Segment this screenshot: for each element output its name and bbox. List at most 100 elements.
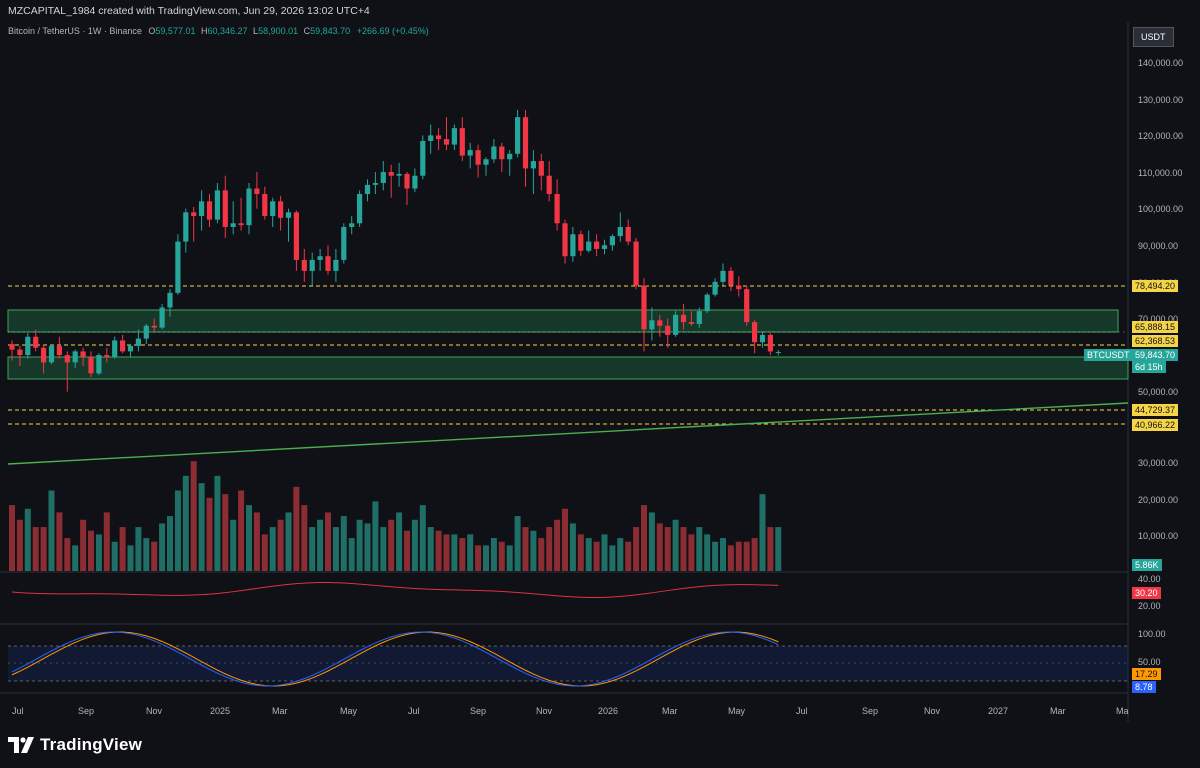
volume-bar (664, 527, 671, 571)
candle-body (183, 212, 189, 242)
volume-bar (648, 512, 655, 571)
volume-bar (119, 527, 126, 571)
volume-bar (388, 519, 395, 571)
volume-bar (277, 519, 284, 571)
low-value: 58,900.01 (258, 26, 299, 36)
volume-bar (767, 527, 774, 571)
volume-bar (498, 541, 505, 571)
candle-body (491, 146, 497, 160)
candle-body (475, 150, 481, 165)
candle-body (601, 245, 608, 249)
candle-body (246, 188, 252, 226)
symbol-name[interactable]: Bitcoin / TetherUS · 1W · Binance (8, 26, 142, 36)
volume-bar (143, 538, 150, 571)
volume-bar (206, 497, 213, 571)
candle-body (428, 135, 434, 141)
candle-body (412, 175, 418, 189)
volume-bar (348, 538, 355, 571)
close-value: 59,843.70 (310, 26, 351, 36)
candle-body (665, 325, 671, 335)
close-label: C (303, 26, 311, 36)
volume-bar (759, 494, 766, 571)
candle-body (254, 188, 260, 195)
ticker-tag: BTCUSDT (1084, 349, 1133, 361)
stoch-d-label: 8.78 (1132, 681, 1156, 693)
tradingview-brand: TradingView (40, 735, 143, 754)
volume-bar (538, 538, 545, 571)
volume-bar (483, 545, 489, 571)
adx-value-label: 30.20 (1132, 587, 1161, 599)
candle-body (285, 212, 292, 218)
volume-bar (56, 512, 63, 571)
volume-bar (633, 527, 640, 571)
volume-bar (238, 490, 245, 571)
volume-bar (672, 519, 679, 571)
volume-bar (72, 545, 79, 571)
change-value: +266.69 (+0.45%) (356, 26, 429, 36)
volume-bar (617, 538, 624, 571)
adx-axis-20: 20.00 (1138, 601, 1161, 611)
candle-body (349, 223, 355, 227)
volume-bar (127, 545, 134, 571)
candle-body (744, 289, 750, 323)
volume-bar (577, 534, 584, 571)
volume-bar (364, 523, 371, 571)
candle-body (767, 334, 773, 352)
candle-body (64, 355, 70, 363)
candle-body (262, 194, 268, 216)
candle-body (56, 345, 62, 356)
candle-body (617, 226, 623, 237)
high-label: H (200, 26, 208, 36)
currency-button[interactable]: USDT (1133, 27, 1174, 47)
stoch-axis-50: 50.00 (1138, 657, 1161, 667)
candle-body (333, 259, 339, 271)
level-label-65888: 65,888.15 (1132, 321, 1179, 333)
candle-body (451, 128, 457, 145)
candle-body (96, 355, 102, 374)
level-label-62368: 62,368.53 (1132, 335, 1179, 347)
volume-bar (641, 505, 647, 571)
volume-bar (325, 512, 331, 571)
volume-bar (309, 527, 316, 571)
time-axis-label: Mar (1050, 706, 1066, 716)
candle-body (230, 223, 236, 227)
candle-body (214, 190, 220, 220)
candle-body (88, 356, 94, 374)
high-value: 60,346.27 (207, 26, 248, 36)
volume-bar (467, 534, 474, 571)
stoch-k-label: 17.29 (1132, 668, 1161, 680)
stoch-band (8, 646, 1128, 681)
volume-bar (230, 519, 237, 571)
candle-body (104, 355, 110, 357)
stoch-d-line (11, 631, 779, 687)
volume-bar (396, 512, 403, 571)
adx-axis-40: 40.00 (1138, 574, 1161, 584)
candle-body (570, 234, 576, 257)
volume-bar (48, 490, 55, 571)
volume-bar (704, 534, 711, 571)
tradingview-logo[interactable]: TradingView (8, 734, 142, 756)
chart-canvas[interactable] (0, 22, 1200, 722)
symbol-legend[interactable]: Bitcoin / TetherUS · 1W · Binance O59,57… (8, 26, 429, 36)
volume-bar (332, 527, 339, 571)
candle-body (80, 351, 86, 357)
volume-bar (64, 538, 71, 571)
candle-body (515, 117, 521, 154)
candle-body (278, 201, 284, 218)
volume-bar (656, 523, 663, 571)
candle-body (499, 146, 505, 160)
volume-bar (9, 505, 15, 571)
candle-body (112, 340, 118, 357)
volume-bar (514, 516, 521, 571)
candle-body (25, 336, 31, 356)
volume-axis-label: 30,000.00 (1138, 458, 1179, 468)
time-axis-label: Sep (862, 706, 879, 716)
open-value: 59,577.01 (155, 26, 196, 36)
volume-bar (680, 527, 687, 571)
volume-axis-label: 10,000.00 (1138, 531, 1179, 541)
volume-bar (735, 541, 742, 571)
volume-bar (688, 534, 695, 571)
volume-bar (720, 538, 726, 571)
candle-body (396, 173, 402, 176)
candle-body (467, 150, 473, 156)
